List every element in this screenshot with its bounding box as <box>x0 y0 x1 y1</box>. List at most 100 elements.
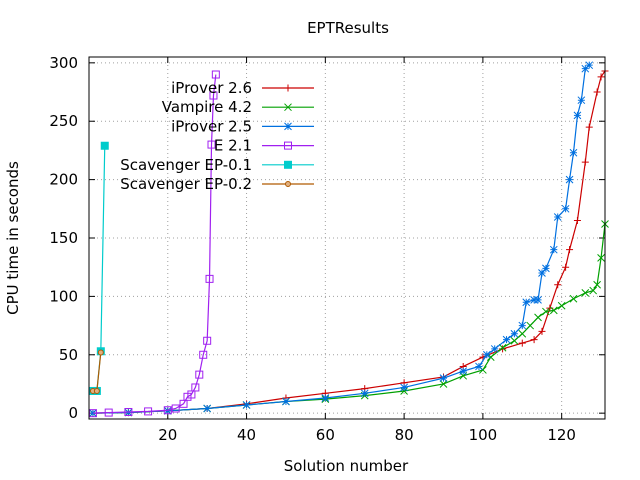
data-point-star <box>400 383 408 392</box>
y-tick-label: 300 <box>49 54 78 72</box>
data-point-plus <box>581 158 589 166</box>
data-point-star <box>89 409 97 418</box>
legend-label: Scavenger EP-0.2 <box>120 175 252 193</box>
data-point-star <box>553 213 562 221</box>
legend-label: iProver 2.6 <box>171 79 252 97</box>
x-tick-label: 100 <box>469 426 498 444</box>
data-point-star <box>534 296 542 304</box>
legend-item: Scavenger EP-0.1 <box>120 156 314 174</box>
data-point-star <box>573 111 582 120</box>
data-point-star <box>203 404 212 413</box>
data-point-x <box>284 103 292 112</box>
x-tick-label: 20 <box>158 426 177 444</box>
data-point-square <box>144 407 153 416</box>
series-line <box>92 352 102 392</box>
data-point-star <box>459 367 468 375</box>
data-point-star <box>518 321 527 330</box>
legend-item: Vampire 4.2 <box>162 98 314 116</box>
data-point-square <box>191 383 200 392</box>
y-tick-label: 250 <box>49 112 78 130</box>
data-point-circle <box>93 387 100 394</box>
plot-frame <box>88 56 606 420</box>
data-point-x <box>526 321 535 330</box>
data-point-star <box>530 296 538 304</box>
data-point-plus <box>573 216 581 224</box>
x-axis-label: Solution number <box>284 457 409 475</box>
data-point-star <box>561 204 570 213</box>
x-tick-label: 120 <box>547 426 576 444</box>
data-point-star <box>475 362 483 371</box>
data-point-plus <box>593 88 601 96</box>
legend-item: E 2.1 <box>214 137 314 155</box>
data-point-star <box>439 374 448 382</box>
data-point-star <box>482 350 491 359</box>
legend-item: iProver 2.6 <box>171 79 314 97</box>
data-point-plus <box>530 336 538 344</box>
data-point-plus <box>597 73 605 81</box>
legend-label: Vampire 4.2 <box>162 98 252 116</box>
data-point-square <box>163 406 172 415</box>
y-tick-label: 100 <box>49 287 78 305</box>
data-point-x <box>534 313 542 322</box>
data-point-star <box>321 394 330 402</box>
data-point-star <box>360 389 369 398</box>
data-point-plus <box>562 263 570 271</box>
series-5 <box>89 349 104 394</box>
y-tick-label: 150 <box>49 229 78 247</box>
chart-title: EPTResults <box>307 19 389 37</box>
series-0 <box>89 67 609 417</box>
x-tick-label: 40 <box>237 426 256 444</box>
data-point-star <box>510 329 519 338</box>
legend-item: Scavenger EP-0.2 <box>120 175 314 193</box>
y-tick-label: 200 <box>49 171 78 189</box>
data-point-x <box>589 286 598 295</box>
data-point-x <box>569 294 578 303</box>
data-point-square <box>199 350 208 359</box>
x-tick-label: 80 <box>395 426 414 444</box>
data-point-star <box>242 401 251 409</box>
data-point-star <box>522 298 531 307</box>
data-point-star <box>577 96 586 105</box>
data-point-square <box>284 141 292 150</box>
series-3 <box>88 70 220 418</box>
data-point-plus <box>585 123 593 131</box>
data-point-x <box>581 289 590 297</box>
data-point-plus <box>518 339 526 347</box>
data-point-circle <box>285 181 291 187</box>
data-point-x <box>597 253 605 262</box>
data-point-star <box>565 175 574 184</box>
data-point-x <box>439 380 448 388</box>
data-point-star <box>502 335 511 344</box>
data-point-plus <box>554 281 562 289</box>
data-point-star <box>282 397 290 406</box>
data-point-x <box>510 336 519 345</box>
data-point-x <box>518 329 527 338</box>
series-group <box>88 61 609 418</box>
data-point-filled-square <box>284 160 292 169</box>
data-point-plus <box>284 84 292 92</box>
data-point-square <box>195 370 204 379</box>
data-point-star <box>581 64 590 73</box>
legend-item: iProver 2.5 <box>171 117 314 135</box>
series-line <box>92 70 606 414</box>
data-point-square <box>211 70 220 79</box>
data-point-square <box>209 91 218 100</box>
data-point-x <box>498 343 507 352</box>
data-point-star <box>284 122 292 131</box>
data-point-star <box>490 345 499 353</box>
data-point-plus <box>566 246 574 254</box>
data-point-star <box>542 264 550 273</box>
data-point-circle <box>97 349 104 356</box>
data-point-star <box>569 148 578 157</box>
data-point-x <box>557 301 566 310</box>
x-tick-label: 60 <box>316 426 335 444</box>
data-point-square <box>205 274 214 283</box>
legend-label: Scavenger EP-0.1 <box>120 156 252 174</box>
data-point-star <box>549 245 558 254</box>
axis-ticks: 20 40 60 80 100 120 0 50 100 150 200 250 300 <box>49 54 605 444</box>
data-point-x <box>593 280 601 289</box>
data-point-plus <box>538 327 546 335</box>
grid <box>89 57 605 419</box>
